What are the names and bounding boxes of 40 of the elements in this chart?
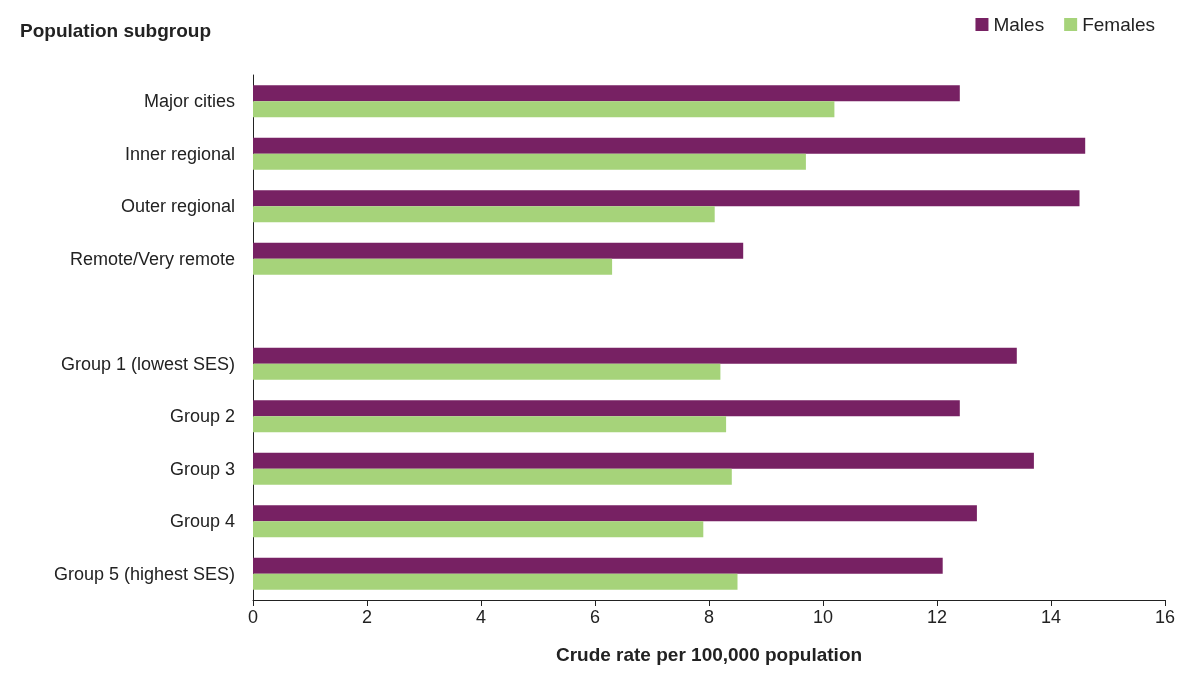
bar	[253, 557, 943, 574]
x-tick-label: 2	[361, 607, 373, 627]
y-tick-label: Remote/Very remote	[69, 248, 235, 269]
y-tick-label: Group 1 (lowest SES)	[60, 353, 235, 374]
y-tick-label: Major cities	[143, 91, 235, 112]
y-tick-label: Group 3	[169, 458, 235, 479]
bar	[253, 153, 806, 170]
x-tick-label: 14	[1040, 607, 1062, 627]
bar	[253, 573, 738, 590]
bar	[253, 505, 977, 522]
bar	[253, 137, 1086, 154]
bar	[253, 468, 732, 485]
legend-label: Males	[993, 14, 1045, 35]
bar	[253, 363, 721, 380]
y-axis-title: Population subgroup	[20, 20, 212, 41]
y-tick-label: Group 2	[169, 406, 235, 427]
bar	[253, 190, 1080, 207]
x-tick-label: 6	[589, 607, 601, 627]
y-tick-label: Inner regional	[124, 143, 235, 164]
x-tick-label: 8	[703, 607, 715, 627]
y-tick-label: Group 4	[169, 511, 235, 532]
bar	[253, 258, 613, 275]
x-tick-label: 10	[812, 607, 834, 627]
bar	[253, 416, 727, 433]
bar	[253, 521, 704, 538]
x-tick-label: 0	[247, 607, 259, 627]
x-tick-label: 16	[1154, 607, 1176, 627]
x-tick-label: 12	[926, 607, 948, 627]
bar	[253, 101, 835, 118]
bar	[253, 242, 744, 259]
legend-label: Females	[1082, 14, 1155, 35]
bar	[253, 206, 715, 223]
y-tick-label: Outer regional	[120, 196, 235, 217]
bar	[253, 347, 1017, 364]
x-axis-title: Crude rate per 100,000 population	[555, 644, 863, 665]
x-tick-label: 4	[475, 607, 487, 627]
y-tick-label: Group 5 (highest SES)	[53, 563, 235, 584]
bar	[253, 452, 1034, 469]
bar	[253, 85, 960, 102]
bar	[253, 400, 960, 417]
